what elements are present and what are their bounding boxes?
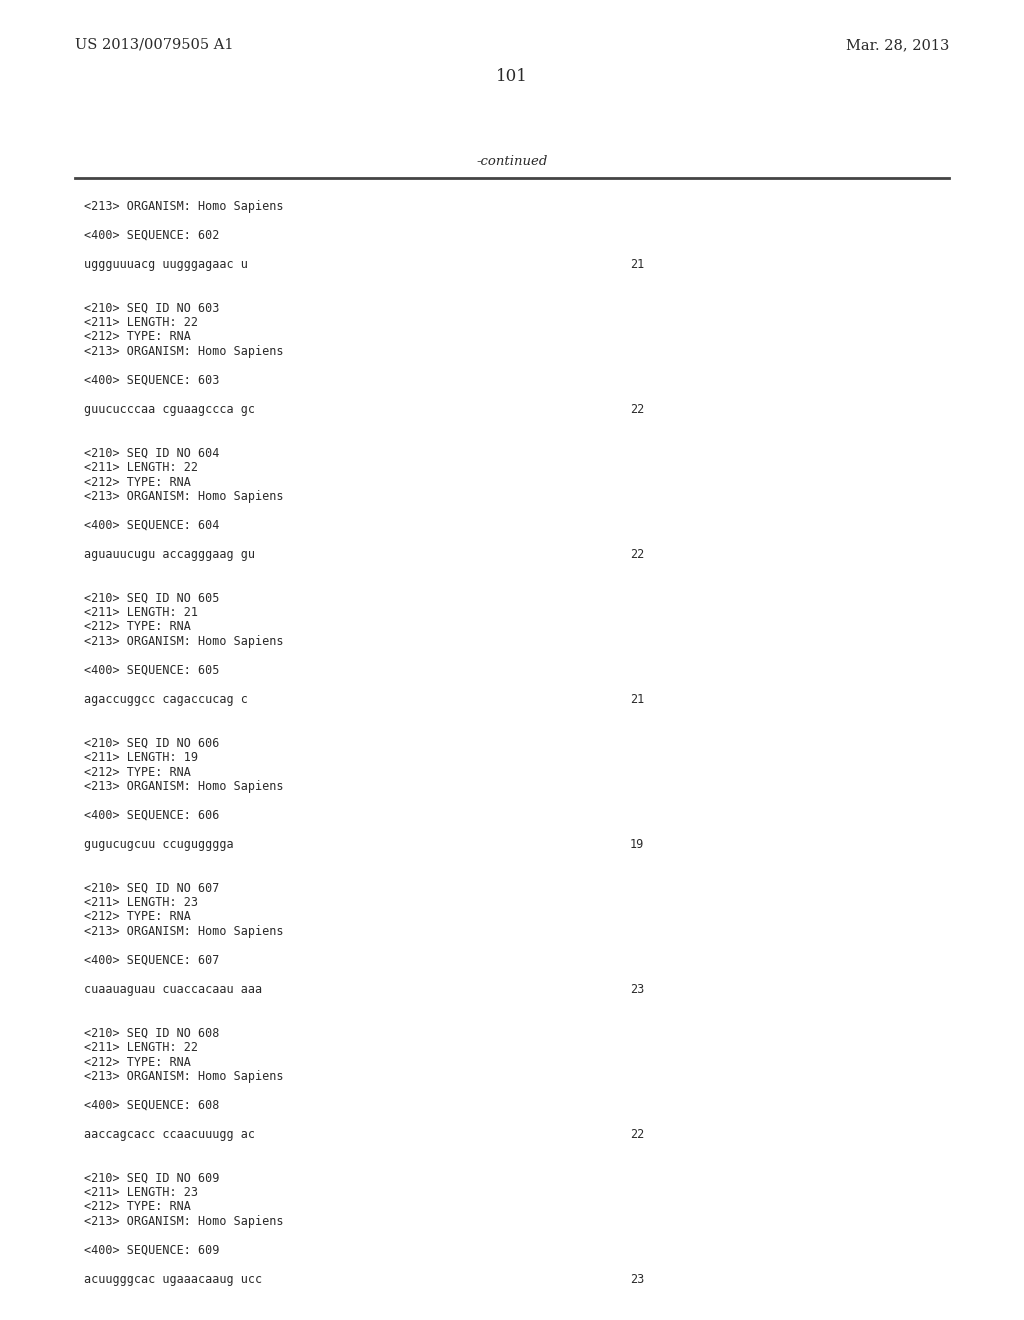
Text: <400> SEQUENCE: 606: <400> SEQUENCE: 606 — [84, 809, 219, 822]
Text: <210> SEQ ID NO 609: <210> SEQ ID NO 609 — [84, 1172, 219, 1184]
Text: <212> TYPE: RNA: <212> TYPE: RNA — [84, 911, 190, 924]
Text: agaccuggcc cagaccucag c: agaccuggcc cagaccucag c — [84, 693, 248, 706]
Text: <213> ORGANISM: Homo Sapiens: <213> ORGANISM: Homo Sapiens — [84, 1214, 284, 1228]
Text: <212> TYPE: RNA: <212> TYPE: RNA — [84, 1200, 190, 1213]
Text: aguauucugu accagggaag gu: aguauucugu accagggaag gu — [84, 548, 255, 561]
Text: <212> TYPE: RNA: <212> TYPE: RNA — [84, 330, 190, 343]
Text: 22: 22 — [630, 403, 644, 416]
Text: <211> LENGTH: 19: <211> LENGTH: 19 — [84, 751, 198, 764]
Text: Mar. 28, 2013: Mar. 28, 2013 — [846, 38, 949, 51]
Text: <211> LENGTH: 22: <211> LENGTH: 22 — [84, 315, 198, 329]
Text: <210> SEQ ID NO 604: <210> SEQ ID NO 604 — [84, 446, 219, 459]
Text: US 2013/0079505 A1: US 2013/0079505 A1 — [75, 38, 233, 51]
Text: <400> SEQUENCE: 603: <400> SEQUENCE: 603 — [84, 374, 219, 387]
Text: <212> TYPE: RNA: <212> TYPE: RNA — [84, 620, 190, 634]
Text: guucucccaa cguaagccca gc: guucucccaa cguaagccca gc — [84, 403, 255, 416]
Text: <211> LENGTH: 22: <211> LENGTH: 22 — [84, 1041, 198, 1053]
Text: -continued: -continued — [476, 154, 548, 168]
Text: <400> SEQUENCE: 605: <400> SEQUENCE: 605 — [84, 664, 219, 677]
Text: 22: 22 — [630, 1129, 644, 1140]
Text: <213> ORGANISM: Homo Sapiens: <213> ORGANISM: Homo Sapiens — [84, 780, 284, 793]
Text: <210> SEQ ID NO 606: <210> SEQ ID NO 606 — [84, 737, 219, 750]
Text: <212> TYPE: RNA: <212> TYPE: RNA — [84, 1056, 190, 1068]
Text: 21: 21 — [630, 257, 644, 271]
Text: gugucugcuu ccugugggga: gugucugcuu ccugugggga — [84, 838, 233, 851]
Text: cuaauaguau cuaccacaau aaa: cuaauaguau cuaccacaau aaa — [84, 983, 262, 997]
Text: 22: 22 — [630, 548, 644, 561]
Text: <213> ORGANISM: Homo Sapiens: <213> ORGANISM: Homo Sapiens — [84, 925, 284, 939]
Text: <400> SEQUENCE: 609: <400> SEQUENCE: 609 — [84, 1243, 219, 1257]
Text: <211> LENGTH: 22: <211> LENGTH: 22 — [84, 461, 198, 474]
Text: <400> SEQUENCE: 604: <400> SEQUENCE: 604 — [84, 519, 219, 532]
Text: 23: 23 — [630, 983, 644, 997]
Text: <213> ORGANISM: Homo Sapiens: <213> ORGANISM: Homo Sapiens — [84, 1071, 284, 1082]
Text: 101: 101 — [496, 69, 528, 84]
Text: <212> TYPE: RNA: <212> TYPE: RNA — [84, 475, 190, 488]
Text: <213> ORGANISM: Homo Sapiens: <213> ORGANISM: Homo Sapiens — [84, 635, 284, 648]
Text: <210> SEQ ID NO 605: <210> SEQ ID NO 605 — [84, 591, 219, 605]
Text: <400> SEQUENCE: 602: <400> SEQUENCE: 602 — [84, 228, 219, 242]
Text: <213> ORGANISM: Homo Sapiens: <213> ORGANISM: Homo Sapiens — [84, 490, 284, 503]
Text: <211> LENGTH: 21: <211> LENGTH: 21 — [84, 606, 198, 619]
Text: 23: 23 — [630, 1272, 644, 1286]
Text: acuugggcac ugaaacaaug ucc: acuugggcac ugaaacaaug ucc — [84, 1272, 262, 1286]
Text: <213> ORGANISM: Homo Sapiens: <213> ORGANISM: Homo Sapiens — [84, 345, 284, 358]
Text: <210> SEQ ID NO 603: <210> SEQ ID NO 603 — [84, 301, 219, 314]
Text: <210> SEQ ID NO 608: <210> SEQ ID NO 608 — [84, 1027, 219, 1040]
Text: 21: 21 — [630, 693, 644, 706]
Text: <400> SEQUENCE: 607: <400> SEQUENCE: 607 — [84, 954, 219, 968]
Text: <212> TYPE: RNA: <212> TYPE: RNA — [84, 766, 190, 779]
Text: uggguuuacg uugggagaac u: uggguuuacg uugggagaac u — [84, 257, 248, 271]
Text: <400> SEQUENCE: 608: <400> SEQUENCE: 608 — [84, 1100, 219, 1111]
Text: <213> ORGANISM: Homo Sapiens: <213> ORGANISM: Homo Sapiens — [84, 201, 284, 213]
Text: <211> LENGTH: 23: <211> LENGTH: 23 — [84, 896, 198, 909]
Text: <211> LENGTH: 23: <211> LENGTH: 23 — [84, 1185, 198, 1199]
Text: aaccagcacc ccaacuuugg ac: aaccagcacc ccaacuuugg ac — [84, 1129, 255, 1140]
Text: 19: 19 — [630, 838, 644, 851]
Text: <210> SEQ ID NO 607: <210> SEQ ID NO 607 — [84, 882, 219, 895]
